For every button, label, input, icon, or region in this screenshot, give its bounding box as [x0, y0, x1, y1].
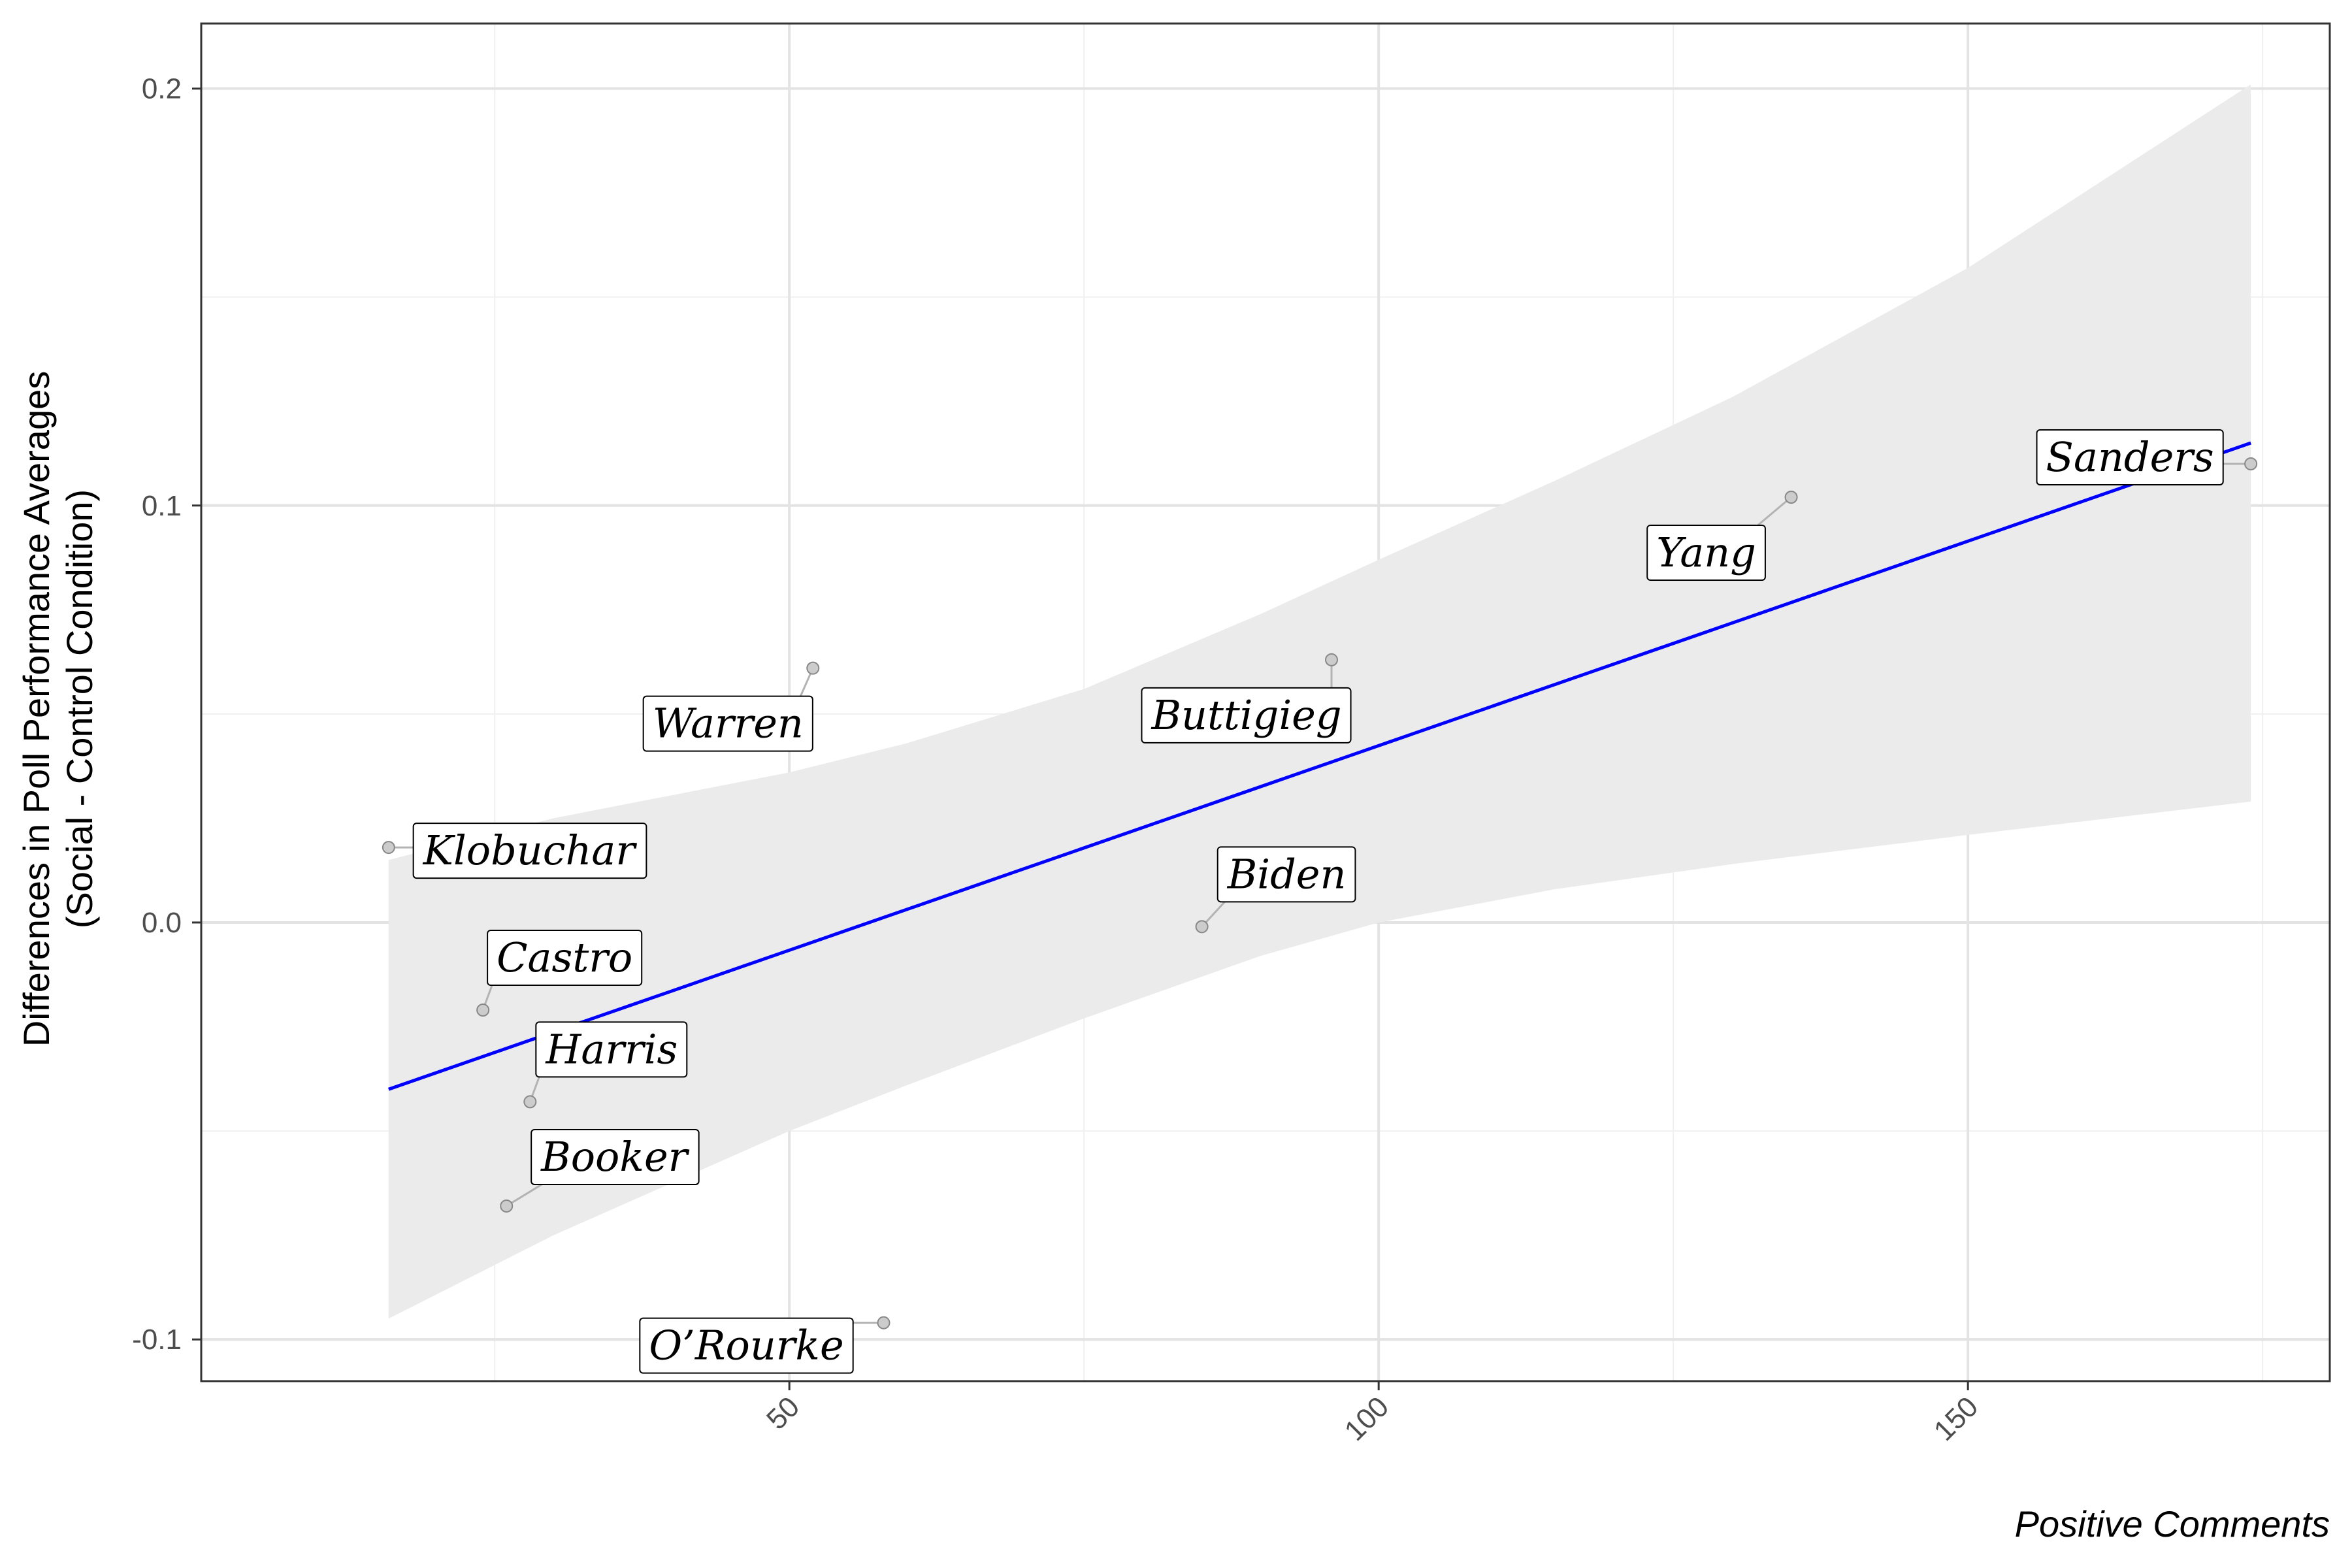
data-point: Harris — [523, 1021, 688, 1109]
label-box — [531, 1128, 700, 1185]
point-label: Yang — [1656, 529, 1756, 576]
point-label: Buttigieg — [1151, 691, 1341, 739]
point-label: Booker — [540, 1133, 689, 1181]
y-tick-label: 0.1 — [142, 490, 182, 522]
data-point: Sanders — [2036, 429, 2258, 485]
y-axis-title: Differences in Poll Performance Averages… — [16, 371, 100, 1047]
point-marker — [1325, 653, 1339, 666]
point-marker — [476, 1003, 490, 1017]
point-label: Biden — [1227, 850, 1347, 898]
label-box — [639, 1317, 854, 1374]
y-tick-label: 0.0 — [142, 907, 182, 939]
regression-line — [388, 441, 2251, 1091]
label-box — [487, 929, 643, 986]
label-box — [535, 1021, 688, 1078]
point-marker — [1195, 920, 1209, 934]
y-axis-title-line: (Social - Control Condition) — [59, 489, 100, 928]
data-point: Castro — [476, 929, 643, 1017]
point-marker — [877, 1316, 890, 1330]
label-box — [642, 695, 813, 752]
x-tick-label: 100 — [1339, 1390, 1396, 1447]
point-label: Sanders — [2046, 433, 2214, 481]
label-box — [1217, 846, 1356, 903]
data-point: O’Rourke — [639, 1316, 890, 1374]
label-box — [412, 823, 647, 879]
point-marker — [806, 661, 820, 675]
point-label: Warren — [653, 700, 804, 747]
data-point: Warren — [642, 661, 820, 752]
label-box — [1646, 525, 1766, 581]
point-marker — [523, 1095, 537, 1109]
label-connector — [506, 1183, 543, 1207]
y-axis-title-line: Differences in Poll Performance Averages — [16, 371, 57, 1047]
point-label: Klobuchar — [423, 826, 638, 874]
data-point: Buttigieg — [1141, 653, 1352, 743]
label-box — [2036, 429, 2224, 485]
label-box — [1141, 687, 1352, 743]
point-marker — [382, 841, 395, 855]
x-tick-label: 50 — [760, 1390, 806, 1435]
data-point: Yang — [1646, 491, 1798, 581]
point-label: O’Rourke — [649, 1322, 843, 1369]
point-marker — [2244, 457, 2258, 470]
plot-panel-border — [200, 22, 2331, 1382]
data-point: Klobuchar — [382, 823, 647, 879]
data-point: Booker — [500, 1128, 700, 1213]
points-layer: Klobuchar Castro Harris Booker Warren O’Rourk… — [382, 429, 2258, 1374]
x-axis-title: Positive Comments — [2015, 1503, 2330, 1544]
point-marker — [1784, 491, 1798, 504]
point-label: Harris — [545, 1025, 678, 1073]
x-tick-label: 150 — [1928, 1390, 1985, 1447]
y-tick-label: 0.2 — [142, 73, 182, 105]
y-tick-label: -0.1 — [132, 1324, 182, 1356]
point-marker — [500, 1199, 514, 1213]
label-connector — [1757, 496, 1792, 527]
data-point: Biden — [1195, 846, 1356, 934]
point-label: Castro — [497, 934, 632, 981]
